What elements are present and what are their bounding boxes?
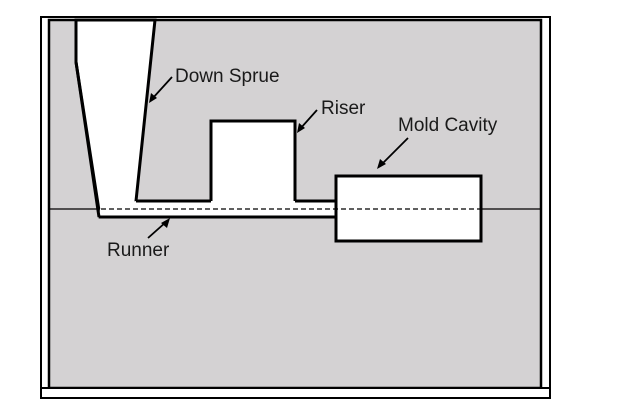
riser-label: Riser — [321, 98, 366, 119]
sprue-left-wall — [74, 20, 101, 218]
down-sprue-arrowhead — [149, 93, 157, 103]
runner-label: Runner — [107, 240, 170, 261]
mold-cavity-arrow — [380, 137, 409, 166]
mold-cavity-label: Mold Cavity — [398, 115, 498, 136]
mold-cavity-arrowhead — [377, 159, 386, 169]
riser-arrowhead — [297, 123, 305, 133]
down-sprue-label: Down Sprue — [175, 66, 280, 87]
down-sprue-arrow — [151, 76, 173, 100]
flask-bottom — [40, 387, 551, 399]
runner-arrowhead — [161, 218, 170, 228]
riser-arrow — [299, 109, 318, 130]
runner-arrow — [147, 221, 167, 239]
